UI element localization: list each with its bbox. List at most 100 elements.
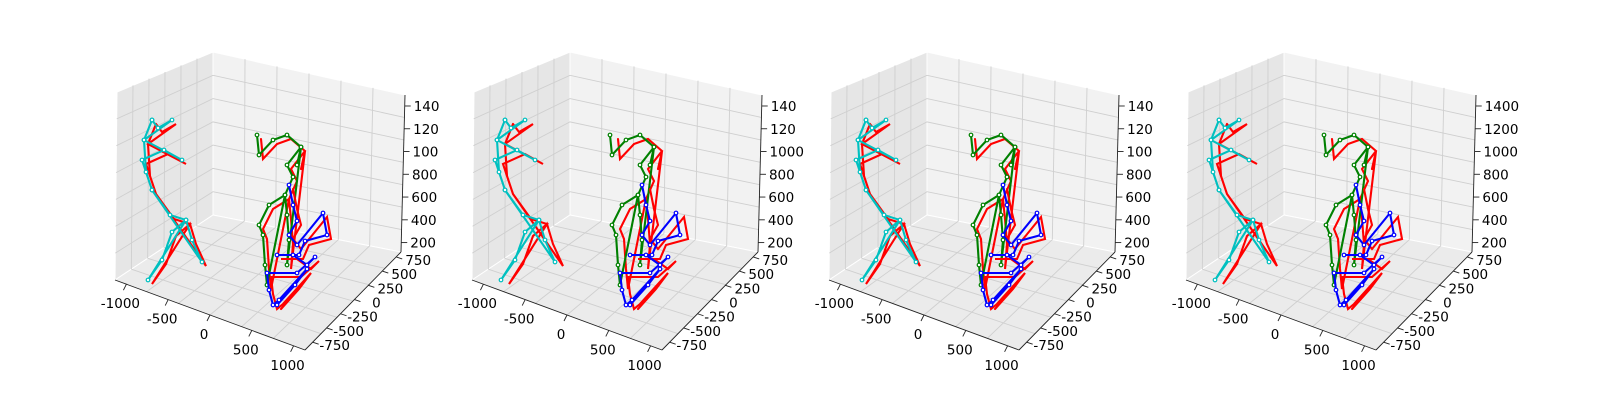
joint-point [1246,157,1252,163]
y-tick-mark [739,270,746,274]
grid-line [1440,87,1445,246]
joint-point [256,152,262,158]
joint-point [1357,252,1363,258]
grid-line [1234,71,1237,248]
y-tick-label: -250 [1061,310,1092,326]
joint-point [284,212,290,218]
grid-line [163,71,166,248]
joint-point [161,147,167,153]
grid-line [830,74,1119,120]
grid-line [1083,87,1088,246]
x-tick-mark [164,299,169,306]
grid-line [273,245,370,339]
z-axis-line [400,94,406,253]
joint-point [643,252,649,258]
z-tick-label: 600 [411,190,437,206]
grid-line [726,87,731,246]
x-tick-mark [206,314,211,322]
joint-point [1004,174,1010,180]
joint-point [1008,242,1014,248]
y-tick-mark [1453,270,1460,274]
joint-point [875,147,881,153]
joint-point [637,212,643,218]
z-tick-label: 120 [413,122,439,138]
joint-point [141,137,147,143]
x-tick-label: -500 [861,312,892,328]
joint-point [1222,125,1228,131]
y-tick-mark [1040,327,1047,331]
joint-point [320,210,326,216]
joint-point [1365,144,1371,150]
predicted-skeleton-1 [493,118,556,281]
y-tick-label: -250 [704,310,735,326]
y-tick-label: 500 [748,267,774,283]
joint-point [1331,270,1337,276]
y-tick-label: 750 [762,253,788,269]
joint-point [1357,174,1363,180]
joint-point [1000,232,1006,238]
joint-point [290,252,296,258]
joint-point [990,297,996,303]
x-tick-label: 500 [590,342,616,358]
joint-point [857,169,863,175]
joint-point [627,252,633,258]
joint-point [522,117,528,123]
x-tick-label: -1000 [101,296,140,312]
joint-point [169,117,175,123]
joint-point [1004,202,1010,208]
joint-point [294,218,300,224]
joint-point [1266,259,1272,265]
x-tick-label: -500 [147,312,178,328]
z-tick-label: 100 [413,145,439,161]
joint-point [647,242,653,248]
z-tick-label: 1000 [770,145,804,161]
joint-point [645,282,651,288]
joint-point [508,125,514,131]
joint-point [266,202,272,208]
x-tick-label: 1000 [627,358,661,374]
joint-point [1359,282,1365,288]
x-tick-mark [563,314,568,322]
grid-line [306,73,310,234]
x-tick-mark [521,299,526,306]
joint-point [1010,252,1016,258]
joint-point [1236,229,1242,235]
x-tick-label: 0 [914,327,923,343]
joint-point [1337,137,1343,143]
grid-line [536,65,539,237]
z-tick-label: 140 [771,99,797,115]
y-tick-label: -750 [1390,338,1421,354]
x-tick-label: -1000 [458,296,497,312]
y-tick-mark [396,256,403,260]
joint-point [294,242,300,248]
grid-line [1250,65,1253,237]
joint-point [1216,187,1222,193]
joint-point [183,217,189,223]
z-tick-label: 140 [414,99,440,115]
z-axis-line [1114,94,1120,253]
y-tick-mark [1110,256,1117,260]
joint-point [665,254,671,260]
joint-point [294,270,300,276]
joint-point [1210,169,1216,175]
joint-point [1038,232,1044,238]
y-tick-label: -750 [319,338,350,354]
x-tick-mark [1235,299,1240,306]
joint-point [290,174,296,180]
x-tick-mark [647,345,652,353]
joint-point [1363,252,1369,258]
joint-point [615,262,621,268]
x-tick-mark [836,283,841,291]
grid-line [663,73,667,234]
x-tick-mark [878,299,883,306]
y-tick-mark [1397,327,1404,331]
z-tick-label: 1400 [1485,99,1519,115]
grid-line [472,167,760,227]
y-tick-mark [697,313,704,317]
joint-point [1006,282,1012,288]
joint-point [637,132,643,138]
y-tick-mark [1425,299,1432,302]
y-tick-label: 500 [391,267,417,283]
y-axis-line [1375,251,1473,351]
joint-point [264,270,270,276]
